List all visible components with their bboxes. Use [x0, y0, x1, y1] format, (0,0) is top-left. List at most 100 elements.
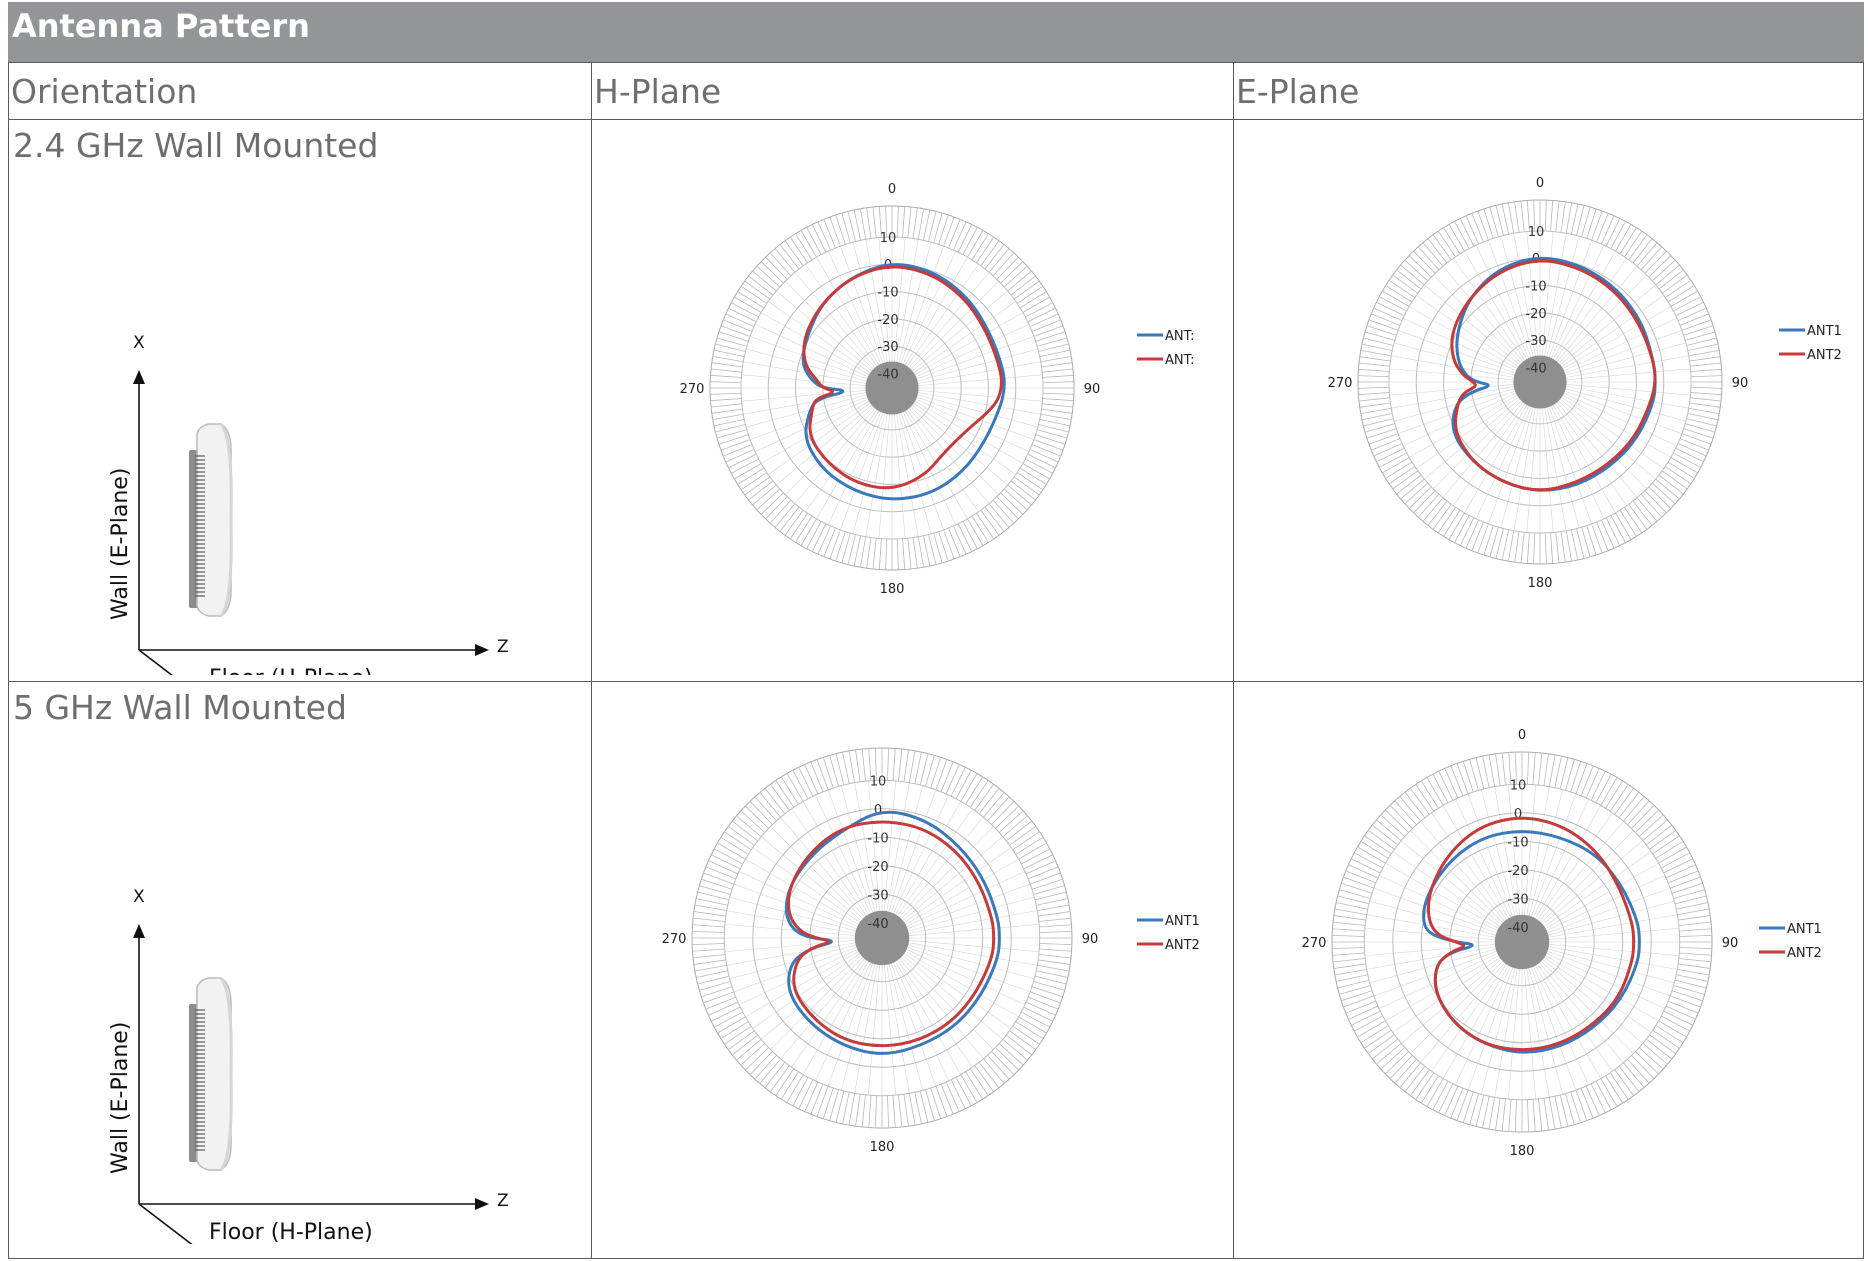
polar-tick — [1385, 809, 1409, 833]
polar-chart-5ghz-e-plane: 10 0 -10 -20 -30 -40 0 90 180 270 ANT1 ANT2 — [1302, 728, 1822, 1159]
polar-tick — [1658, 846, 1687, 864]
series-line-ant2 — [802, 265, 1003, 490]
polar-tick — [1676, 902, 1708, 910]
polar-tick — [980, 240, 1000, 267]
polar-tick — [1618, 792, 1640, 818]
polar-tick — [1025, 302, 1053, 318]
polar-tick — [1030, 991, 1061, 1004]
polar-tick — [1646, 1038, 1672, 1060]
polar-tick — [1538, 752, 1543, 786]
radial-tick-label: 0 — [1514, 807, 1522, 822]
polar-tick — [1477, 523, 1489, 554]
polar-tick — [933, 533, 943, 564]
polar-tick — [1685, 331, 1716, 341]
polar-tick — [800, 518, 817, 546]
polar-tick — [816, 1086, 829, 1117]
polar-tick — [1392, 470, 1419, 490]
radial-tick-label: 10 — [880, 231, 897, 246]
polar-tick — [1036, 970, 1068, 978]
radial-tick-label: -40 — [1507, 921, 1528, 936]
polar-tick — [780, 776, 799, 805]
polar-tick — [749, 801, 773, 825]
polar-tick — [1364, 1029, 1392, 1049]
polar-tick — [710, 381, 742, 384]
polar-tick — [853, 209, 861, 241]
polar-tick — [1665, 864, 1696, 879]
polar-tick — [1640, 246, 1663, 271]
polar-tick — [1373, 443, 1403, 457]
polar-tick — [1333, 963, 1366, 969]
polar-tick — [740, 810, 766, 833]
column-header-h-plane: H-Plane — [591, 62, 1234, 120]
column-header-orientation: Orientation — [8, 62, 592, 120]
polar-tick — [1644, 250, 1667, 274]
polar-tick — [1548, 1097, 1556, 1130]
polar-tick — [1002, 1039, 1028, 1061]
polar-tick — [1670, 290, 1698, 307]
polar-tick — [1025, 1001, 1056, 1016]
polar-tick — [1368, 1034, 1395, 1055]
polar-tick — [1495, 1098, 1501, 1131]
polar-tick — [711, 1006, 741, 1022]
polar-tick — [692, 943, 725, 946]
polar-tick — [718, 434, 749, 445]
polar-tick — [1039, 349, 1071, 357]
polar-tick — [1437, 230, 1456, 257]
polar-tick — [948, 527, 961, 557]
angle-tick-label: 90 — [1722, 936, 1739, 951]
polar-tick — [792, 1077, 809, 1106]
polar-tick — [1417, 493, 1440, 518]
polar-tick — [938, 531, 949, 562]
polar-tick — [1482, 756, 1490, 788]
polar-tick — [1459, 517, 1475, 546]
polar-tick — [1332, 921, 1366, 926]
polar-tick — [1031, 878, 1063, 890]
polar-tick — [1368, 319, 1399, 331]
polar-tick — [1028, 866, 1059, 880]
polar-tick — [806, 521, 822, 549]
polar-tick — [774, 248, 796, 273]
polar-tick — [1357, 1020, 1386, 1038]
device-edge-highlight — [219, 423, 233, 617]
polar-tick — [732, 1034, 758, 1056]
polar-tick — [795, 233, 813, 261]
polar-tick — [1674, 895, 1707, 905]
polar-tick — [1006, 1034, 1032, 1056]
radial-tick-label: -20 — [1525, 307, 1546, 322]
polar-tick — [1354, 1015, 1383, 1032]
radial-tick-label: -10 — [1525, 280, 1546, 295]
radial-tick-label: -10 — [877, 286, 898, 301]
polar-tick — [748, 275, 774, 296]
polar-tick — [1508, 530, 1515, 562]
polar-tick — [1034, 975, 1067, 985]
polar-tick — [1360, 840, 1389, 859]
polar-tick — [1658, 474, 1684, 495]
polar-tick — [1404, 482, 1429, 505]
polar-tick — [1422, 242, 1444, 267]
polar-tick — [861, 1094, 866, 1128]
polar-tick — [1372, 824, 1398, 846]
polar-tick — [860, 536, 867, 568]
polar-tick — [1345, 1000, 1376, 1014]
polar-tick — [1665, 279, 1692, 298]
h-plane-cell-row2: 10 0 -10 -20 -30 -40 90 180 270 ANT1 ANT2 — [591, 681, 1234, 1259]
polar-tick — [1575, 763, 1588, 794]
polar-tick — [786, 1074, 804, 1103]
polar-tick — [1690, 375, 1722, 378]
polar-tick — [1348, 864, 1379, 879]
orientation-cell-row1: 2.4 GHz Wall Mounted XZYWall (E-Plane)Fl… — [8, 119, 592, 682]
polar-tick — [720, 1021, 749, 1040]
polar-tick — [1371, 313, 1401, 326]
polar-tick — [1042, 368, 1074, 373]
polar-tick — [1413, 250, 1436, 274]
polar-tick — [720, 836, 749, 855]
polar-tick — [717, 1016, 746, 1034]
polar-tick — [1357, 846, 1386, 864]
polar-tick — [912, 207, 918, 239]
polar-tick — [955, 770, 972, 799]
polar-tick — [1366, 428, 1397, 439]
polar-tick — [1023, 1006, 1053, 1022]
polar-tick — [1601, 519, 1615, 549]
polar-tick — [732, 820, 758, 842]
polar-tick — [715, 424, 746, 433]
